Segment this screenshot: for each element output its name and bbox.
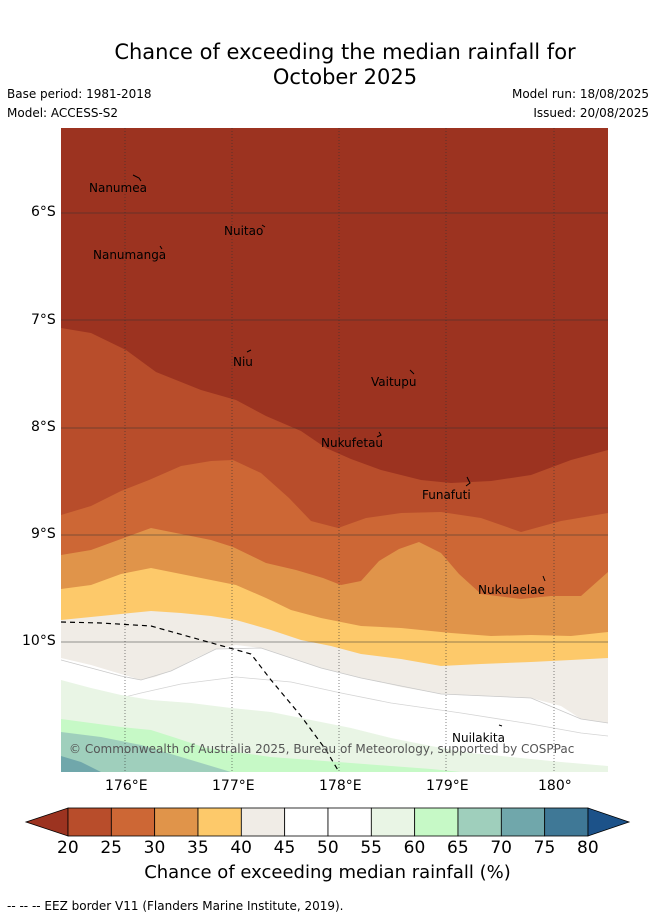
colorbar-tick-label: 25: [100, 838, 122, 858]
model-name: Model: ACCESS-S2: [7, 106, 119, 120]
colorbar-segment: [414, 807, 459, 837]
label-vaitupu: Vaitupu: [371, 375, 417, 389]
lon-label-180: 180°: [538, 778, 572, 794]
lon-label-178e: 178°E: [319, 778, 362, 794]
colorbar-segment: [110, 807, 156, 837]
colorbar-tick-label: 40: [230, 838, 252, 858]
island-nuitao: [261, 224, 266, 228]
colorbar-tick-label: 35: [187, 838, 209, 858]
map-contours: [61, 128, 608, 772]
rainfall-map: Nanumea Nuitao Nanumanga Niu Vaitupu Nuk…: [61, 128, 608, 772]
islands: [132, 174, 546, 727]
island-funafuti: [465, 476, 471, 487]
label-nanumea: Nanumea: [89, 181, 147, 195]
colorbar-segment: [327, 807, 372, 837]
lat-label-8s: 8°S: [31, 419, 56, 435]
label-nukulaelae: Nukulaelae: [478, 583, 545, 597]
colorbar-tick-label: 45: [273, 838, 296, 858]
label-nuilakita: Nuilakita: [452, 731, 505, 745]
lat-label-9s: 9°S: [31, 526, 56, 542]
title-line-2: October 2025: [272, 65, 418, 89]
colorbar-extend-high: [587, 807, 631, 837]
gridlines: [61, 128, 608, 772]
colorbar-tick-label: 30: [143, 838, 166, 858]
lon-label-177e: 177°E: [212, 778, 255, 794]
map-title: Chance of exceeding the median rainfall …: [0, 40, 655, 90]
island-nukulaelae: [542, 575, 546, 582]
label-nanumanga: Nanumanga: [93, 248, 167, 262]
title-line-1: Chance of exceeding the median rainfall …: [114, 40, 576, 64]
colorbar-title: Chance of exceeding median rainfall (%): [144, 862, 511, 883]
colorbar-tick-label: 50: [317, 838, 339, 858]
copyright-notice: © Commonwealth of Australia 2025, Bureau…: [69, 742, 575, 756]
lon-label-176e: 176°E: [105, 778, 148, 794]
lat-label-10s: 10°S: [22, 633, 56, 649]
colorbar-segment: [154, 807, 199, 837]
colorbar-tick-label: 75: [533, 838, 556, 858]
island-vaitupu: [409, 369, 415, 375]
colorbar: [24, 807, 631, 837]
base-period: Base period: 1981-2018: [7, 87, 152, 101]
label-nukufetau: Nukufetau: [321, 436, 384, 450]
island-nukufetau: [376, 431, 382, 438]
colorbar-tick-label: 60: [403, 838, 426, 858]
island-niu: [246, 349, 252, 353]
model-run: Model run: 18/08/2025: [511, 87, 649, 101]
band-70-75: [61, 756, 101, 772]
eez-note: -- -- -- EEZ border V11 (Flanders Marine…: [7, 899, 344, 913]
island-nuilakita: [498, 724, 503, 727]
colorbar-segment: [370, 807, 416, 837]
island-nanumea: [132, 174, 142, 182]
eez-border: [61, 621, 340, 772]
lat-label-6s: 6°S: [31, 204, 56, 220]
label-niu: Niu: [233, 355, 253, 369]
colorbar-extend-low: [24, 807, 69, 837]
label-nuitao: Nuitao: [224, 224, 264, 238]
issued-date: Issued: 20/08/2025: [533, 106, 649, 120]
colorbar-tick-label: 55: [360, 838, 382, 858]
lat-label-7s: 7°S: [31, 312, 56, 328]
colorbar-segment: [197, 807, 242, 837]
colorbar-segment: [284, 807, 329, 837]
colorbar-segment: [544, 807, 589, 837]
colorbar-segment: [240, 807, 286, 837]
colorbar-segment: [67, 807, 112, 837]
colorbar-tick-label: 20: [57, 838, 79, 858]
island-nanumanga: [159, 245, 163, 250]
colorbar-segment: [500, 807, 546, 837]
colorbar-segment: [457, 807, 502, 837]
colorbar-tick-label: 65: [447, 838, 469, 858]
band-65-70: [61, 732, 231, 772]
colorbar-tick-label: 80: [577, 838, 599, 858]
colorbar-tick-label: 70: [490, 838, 512, 858]
lon-label-179e: 179°E: [426, 778, 469, 794]
label-funafuti: Funafuti: [422, 488, 471, 502]
